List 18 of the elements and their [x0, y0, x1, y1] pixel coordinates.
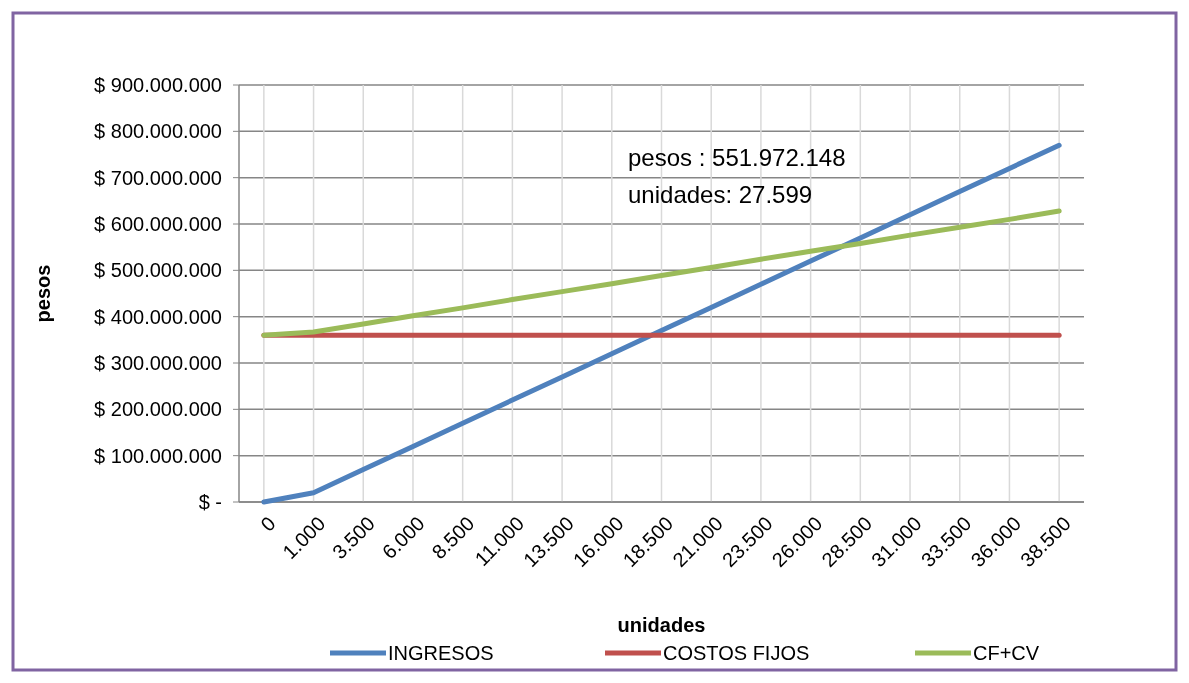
x-axis-title: unidades [617, 614, 706, 636]
y-tick-label: $ 700.000.000 [94, 166, 222, 189]
legend-label: COSTOS FIJOS [663, 642, 810, 664]
y-axis-title: pesos [32, 264, 54, 323]
y-tick-label: $ - [198, 491, 222, 513]
y-tick-label: $ 600.000.000 [94, 213, 222, 235]
annotation: unidades: 27.599 [628, 181, 813, 208]
y-tick-label: $ 800.000.000 [94, 120, 222, 143]
y-tick-label: $ 100.000.000 [94, 444, 222, 467]
legend-label: CF+CV [973, 642, 1040, 664]
y-tick-label: $ 900.000.000 [94, 74, 222, 96]
y-tick-label: $ 400.000.000 [94, 305, 222, 328]
y-tick-label: $ 300.000.000 [94, 352, 222, 374]
y-tick-label: $ 500.000.000 [94, 259, 222, 282]
annotation: pesos : 551.972.148 [628, 144, 846, 171]
x-tick-label: 0 [256, 512, 280, 536]
y-tick-label: $ 200.000.000 [94, 398, 222, 421]
legend-label: INGRESOS [388, 642, 494, 664]
